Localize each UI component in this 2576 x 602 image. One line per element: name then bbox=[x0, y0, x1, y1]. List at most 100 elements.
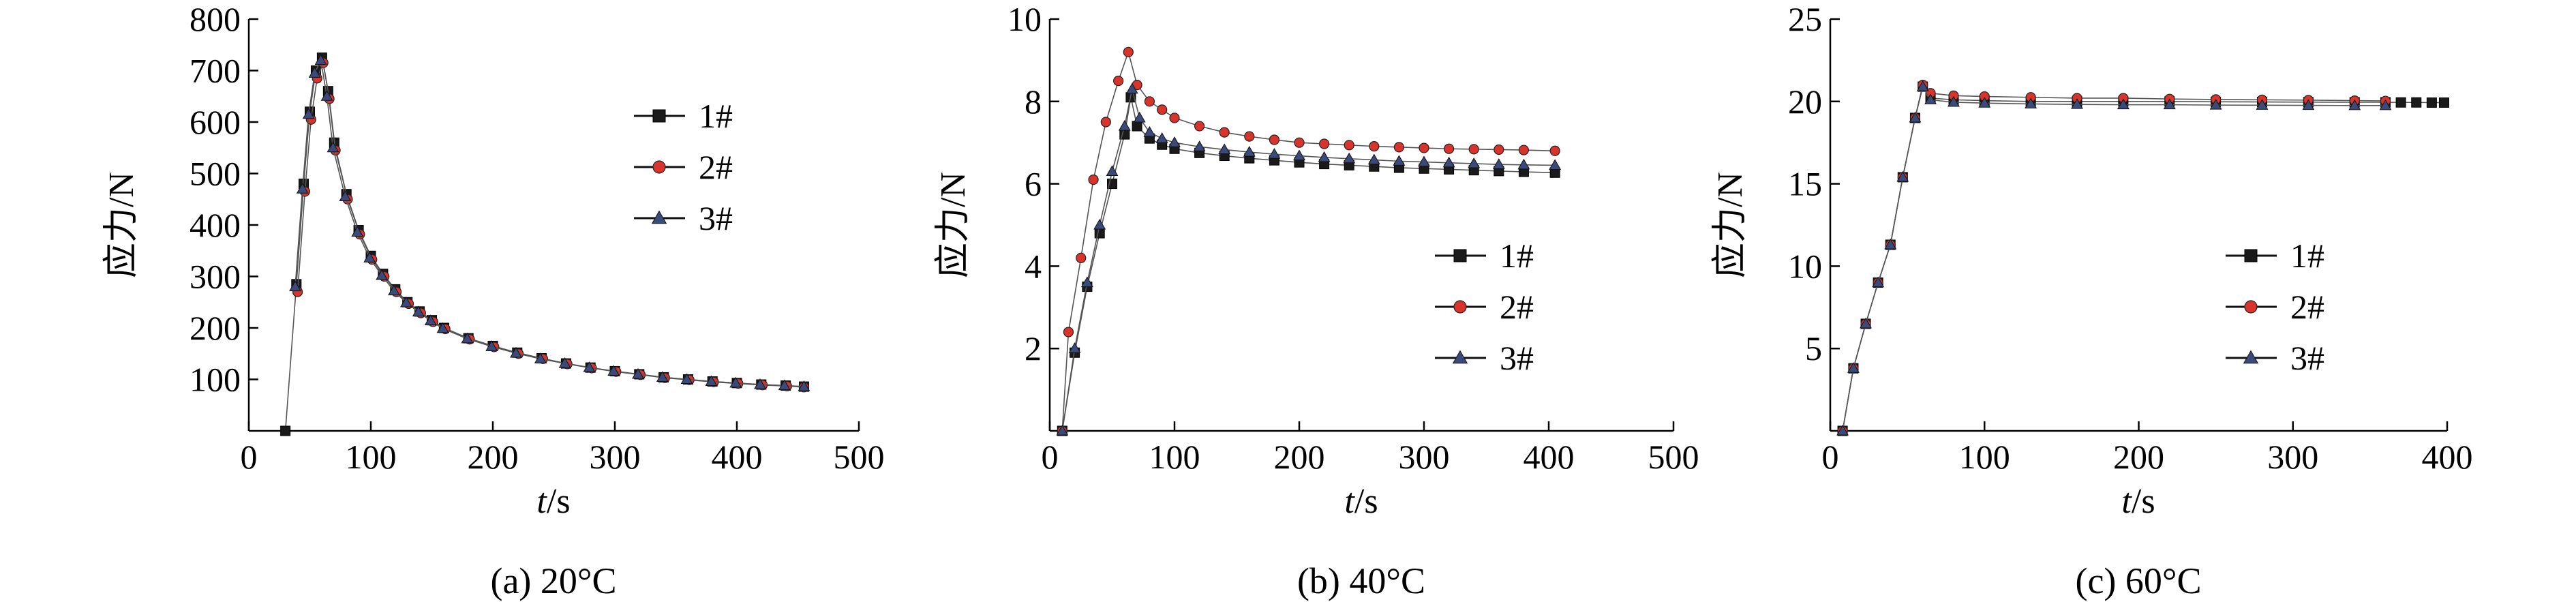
x-tick-label: 300 bbox=[590, 438, 641, 476]
data-point bbox=[778, 379, 791, 391]
data-point bbox=[1293, 149, 1305, 161]
data-point bbox=[302, 108, 315, 119]
data-point bbox=[1343, 152, 1356, 164]
legend-item: 3# bbox=[2226, 339, 2324, 377]
series-1# bbox=[1057, 92, 1560, 436]
x-tick-label: 0 bbox=[1822, 438, 1839, 476]
data-point bbox=[1978, 97, 1991, 108]
legend-item: 2# bbox=[1435, 288, 1534, 326]
data-point bbox=[314, 54, 327, 65]
data-point bbox=[2426, 97, 2437, 108]
data-point bbox=[1896, 170, 1909, 182]
data-point bbox=[2438, 97, 2449, 108]
legend-label: 2# bbox=[1500, 288, 1534, 326]
data-point bbox=[2025, 97, 2037, 108]
x-tick-label: 500 bbox=[1648, 438, 1699, 476]
y-tick-label: 2 bbox=[1025, 329, 1042, 367]
data-point bbox=[1549, 145, 1560, 156]
y-tick-label: 10 bbox=[1788, 247, 1822, 285]
legend-marker bbox=[1453, 300, 1467, 314]
data-point bbox=[296, 183, 309, 194]
x-axis-title: t/s bbox=[2121, 482, 2155, 521]
data-point bbox=[1268, 148, 1281, 159]
data-point bbox=[363, 252, 376, 262]
data-point bbox=[1442, 156, 1455, 168]
panel-caption: (a) 20°C bbox=[490, 560, 616, 601]
data-point bbox=[1948, 95, 1960, 107]
data-point bbox=[1125, 82, 1138, 94]
data-point bbox=[1133, 111, 1146, 123]
legend-label: 1# bbox=[699, 97, 733, 135]
data-point bbox=[1847, 362, 1860, 373]
legend-marker bbox=[2244, 300, 2258, 314]
data-point bbox=[424, 314, 437, 325]
data-point bbox=[1157, 104, 1168, 115]
series-line bbox=[1061, 97, 1556, 432]
data-point bbox=[1344, 140, 1354, 151]
x-tick-label: 100 bbox=[1149, 438, 1200, 476]
data-point bbox=[1549, 159, 1562, 170]
y-tick-label: 20 bbox=[1788, 82, 1822, 121]
legend-label: 1# bbox=[2290, 237, 2324, 275]
legend-item: 3# bbox=[1435, 339, 1534, 377]
data-point bbox=[1076, 252, 1087, 263]
data-point bbox=[280, 425, 291, 436]
data-point bbox=[1194, 121, 1205, 132]
x-tick-label: 400 bbox=[2422, 438, 2473, 476]
y-tick-label: 8 bbox=[1025, 82, 1042, 121]
x-tick-label: 100 bbox=[1959, 438, 2010, 476]
data-point bbox=[2348, 99, 2361, 110]
data-point bbox=[308, 67, 321, 78]
series-2# bbox=[1057, 46, 1560, 436]
data-point bbox=[1143, 126, 1156, 137]
x-tick-label: 400 bbox=[1524, 438, 1575, 476]
data-point bbox=[1492, 158, 1505, 169]
y-tick-label: 500 bbox=[190, 155, 241, 193]
x-tick-label: 0 bbox=[1042, 438, 1059, 476]
data-point bbox=[1872, 276, 1885, 288]
y-tick-label: 300 bbox=[190, 258, 241, 296]
data-point bbox=[376, 269, 389, 280]
legend-marker bbox=[1452, 350, 1468, 364]
data-point bbox=[1294, 137, 1305, 148]
series-3# bbox=[1836, 80, 2392, 436]
data-point bbox=[607, 365, 620, 376]
y-tick-label: 6 bbox=[1025, 165, 1042, 203]
x-axis-title: t/s bbox=[536, 482, 570, 521]
data-point bbox=[1244, 131, 1255, 142]
legend-item: 1# bbox=[634, 97, 733, 135]
legend-marker bbox=[2243, 350, 2259, 364]
legend-label: 3# bbox=[2290, 339, 2324, 377]
y-tick-label: 25 bbox=[1788, 0, 1822, 38]
data-point bbox=[510, 346, 522, 358]
data-point bbox=[1916, 80, 1929, 91]
legend-marker bbox=[652, 109, 666, 123]
data-point bbox=[583, 361, 596, 372]
y-tick-label: 10 bbox=[1007, 0, 1042, 38]
x-tick-label: 500 bbox=[834, 438, 885, 476]
data-point bbox=[1113, 75, 1124, 87]
data-point bbox=[1518, 145, 1529, 155]
data-point bbox=[2163, 98, 2176, 110]
y-tick-label: 15 bbox=[1788, 165, 1822, 203]
chart-panel-1: 0 100 200 300 400 500 100 200 300 400 500 600 700 800… bbox=[102, 0, 885, 601]
data-point bbox=[320, 90, 333, 101]
legend-item: 2# bbox=[2226, 288, 2324, 326]
legend-label: 3# bbox=[699, 199, 733, 237]
data-point bbox=[1088, 174, 1099, 185]
data-point bbox=[1367, 153, 1380, 165]
data-point bbox=[1836, 424, 1849, 436]
panel-caption: (b) 40°C bbox=[1297, 560, 1425, 601]
y-axis-title: 应力/N bbox=[934, 172, 973, 278]
data-point bbox=[1468, 157, 1481, 168]
data-point bbox=[1123, 46, 1134, 57]
y-tick-label: 4 bbox=[1025, 247, 1042, 285]
data-point bbox=[1068, 342, 1081, 353]
data-point bbox=[1100, 117, 1111, 127]
data-point bbox=[680, 373, 693, 385]
data-point bbox=[2411, 97, 2422, 108]
data-point bbox=[2071, 98, 2083, 109]
data-point bbox=[2395, 97, 2406, 108]
legend-item: 3# bbox=[634, 199, 733, 237]
